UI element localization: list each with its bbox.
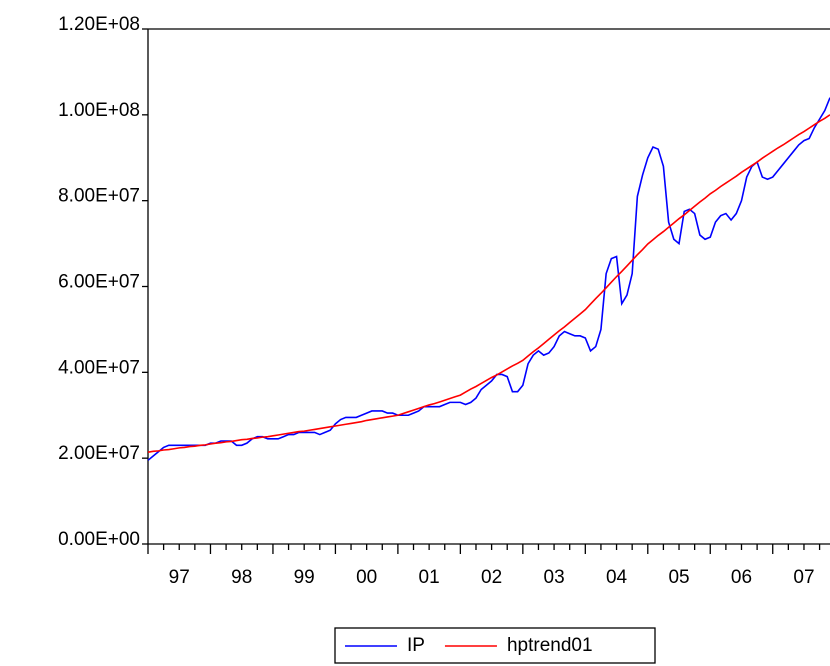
y-tick-label: 1.00E+08 <box>58 100 140 121</box>
y-tick-label: 1.20E+08 <box>58 14 140 35</box>
x-tick-label: 00 <box>356 567 377 588</box>
y-tick-label: 0.00E+00 <box>58 529 140 550</box>
x-tick-label: 04 <box>606 567 628 588</box>
x-tick-label: 03 <box>544 567 565 588</box>
x-tick-label: 98 <box>231 567 252 588</box>
series-line <box>147 97 830 461</box>
y-tick-label: 4.00E+07 <box>58 357 140 378</box>
x-tick-label: 05 <box>668 567 689 588</box>
x-tick-label: 02 <box>481 567 502 588</box>
y-tick-label: 8.00E+07 <box>58 186 140 207</box>
y-tick-label: 6.00E+07 <box>58 272 140 293</box>
x-tick-label: 99 <box>294 567 315 588</box>
series-line <box>147 114 830 453</box>
legend-label: IP <box>407 635 425 656</box>
x-tick-label: 97 <box>169 567 190 588</box>
y-tick-label: 2.00E+07 <box>58 443 140 464</box>
x-tick-label: 07 <box>793 567 814 588</box>
legend-label: hptrend01 <box>507 635 593 656</box>
x-tick-label: 06 <box>731 567 752 588</box>
x-tick-label: 01 <box>419 567 440 588</box>
